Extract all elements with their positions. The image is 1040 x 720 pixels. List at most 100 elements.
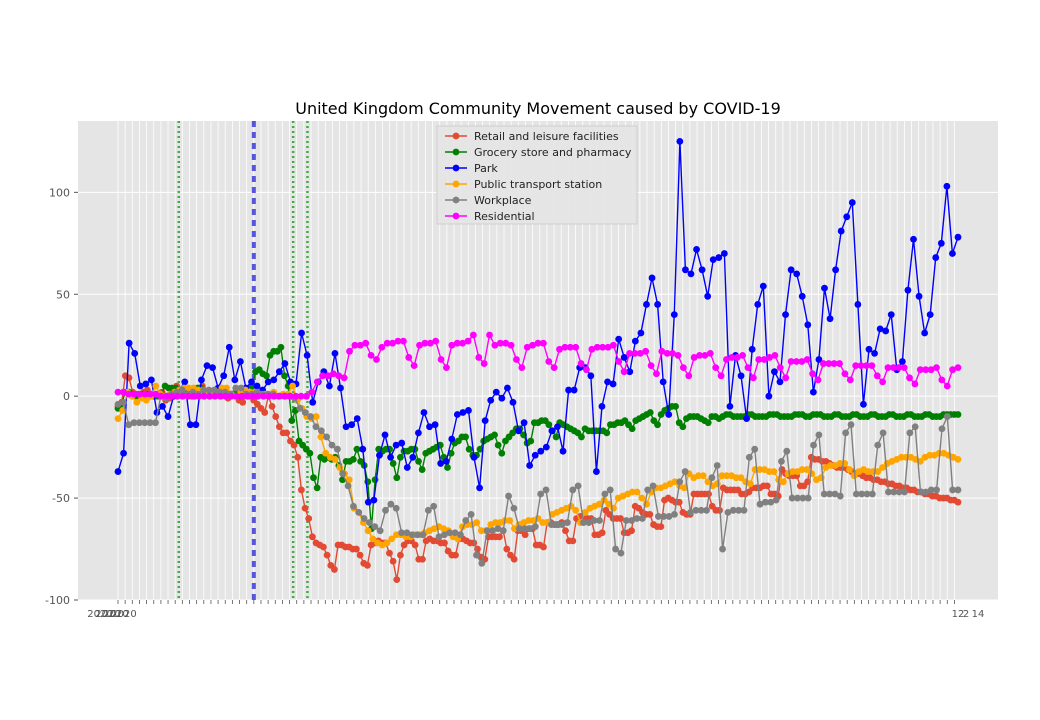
data-point: [147, 376, 155, 384]
data-point: [305, 515, 313, 522]
data-point: [469, 331, 477, 339]
data-point: [633, 515, 641, 522]
data-point: [297, 392, 305, 400]
data-point: [405, 354, 413, 361]
data-point: [585, 519, 593, 526]
data-point: [954, 498, 962, 506]
data-point: [370, 496, 378, 504]
data-point: [397, 551, 404, 559]
data-point: [366, 519, 373, 526]
data-point: [671, 510, 678, 518]
legend-label: Park: [474, 162, 498, 175]
x-tick-label: 12: [952, 609, 965, 620]
data-point: [503, 545, 511, 553]
data-point: [569, 486, 577, 494]
data-point: [717, 372, 725, 380]
data-point: [114, 400, 122, 408]
data-point: [203, 362, 211, 369]
x-tick-label: 2020: [103, 609, 128, 620]
data-point: [836, 360, 843, 367]
data-point: [679, 364, 687, 372]
data-point: [647, 362, 655, 369]
data-point: [383, 339, 391, 347]
data-point: [787, 358, 795, 365]
data-point: [697, 506, 705, 514]
data-point: [660, 513, 668, 520]
data-point: [832, 266, 840, 274]
data-point: [200, 392, 208, 400]
data-point: [825, 360, 833, 367]
data-point: [424, 506, 432, 514]
data-point: [253, 382, 261, 390]
data-point: [850, 472, 858, 480]
data-point: [879, 464, 886, 471]
data-point: [846, 376, 854, 384]
data-point: [865, 345, 873, 353]
data-point: [628, 488, 636, 496]
data-point: [476, 445, 484, 453]
data-point: [606, 486, 614, 494]
data-point: [847, 421, 855, 429]
data-point: [462, 517, 470, 524]
data-point: [776, 364, 784, 372]
data-point: [350, 502, 357, 510]
data-point: [620, 368, 628, 376]
data-point: [637, 329, 645, 337]
data-point: [767, 498, 775, 506]
data-point: [554, 423, 561, 431]
data-point: [502, 339, 510, 347]
data-point: [895, 488, 903, 496]
data-point: [604, 378, 611, 386]
data-point: [609, 341, 617, 349]
data-point: [131, 349, 139, 357]
data-point: [392, 504, 400, 512]
data-point: [397, 453, 404, 461]
data-point: [393, 576, 401, 584]
data-point: [675, 498, 683, 506]
data-point: [205, 386, 213, 394]
data-point: [626, 368, 634, 376]
data-point: [179, 392, 187, 400]
data-point: [521, 531, 529, 539]
data-point: [680, 484, 688, 492]
data-point: [879, 429, 887, 437]
data-point: [793, 358, 800, 365]
data-point: [609, 380, 617, 388]
data-point: [593, 343, 601, 351]
data-point: [646, 510, 654, 518]
data-point: [306, 449, 314, 457]
data-point: [248, 378, 255, 386]
data-point: [776, 378, 784, 386]
data-point: [303, 392, 310, 400]
data-point: [794, 494, 801, 502]
data-point: [419, 531, 427, 539]
data-point: [911, 423, 919, 431]
data-point: [743, 415, 751, 422]
data-point: [740, 506, 748, 514]
data-point: [440, 531, 448, 539]
data-point: [308, 388, 316, 396]
data-point: [364, 527, 372, 535]
data-point: [933, 486, 940, 494]
data-point: [836, 492, 844, 500]
legend-marker: [452, 212, 460, 220]
data-point: [915, 292, 923, 300]
data-point: [498, 394, 506, 402]
data-point: [292, 392, 300, 400]
data-point: [337, 384, 344, 392]
data-point: [298, 329, 305, 337]
data-point: [954, 364, 962, 372]
data-point: [227, 392, 235, 400]
data-point: [457, 531, 464, 539]
data-point: [547, 521, 555, 528]
data-point: [638, 515, 646, 522]
data-point: [442, 457, 450, 465]
data-point: [884, 364, 892, 372]
data-point: [712, 364, 720, 372]
data-point: [863, 490, 871, 498]
data-point: [511, 525, 518, 533]
data-point: [296, 405, 304, 412]
data-point: [638, 494, 646, 502]
data-point: [728, 354, 736, 361]
data-point: [836, 460, 844, 467]
